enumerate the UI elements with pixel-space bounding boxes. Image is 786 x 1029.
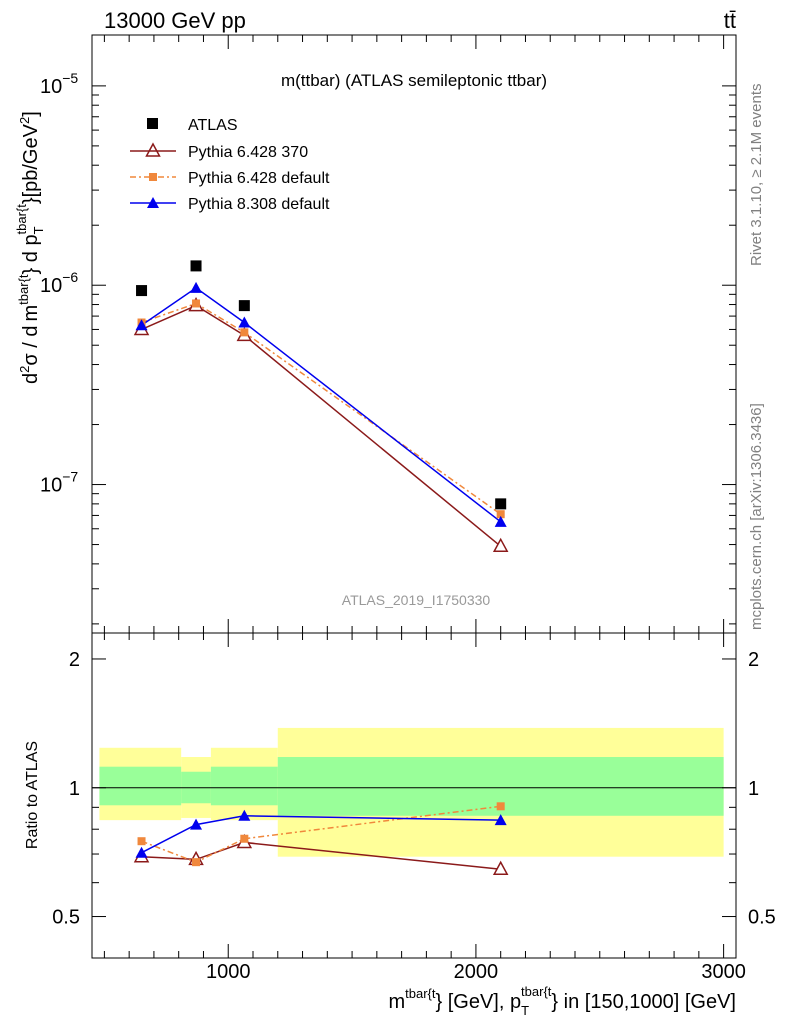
main-x-ticks — [103, 35, 725, 633]
legend-marker-p8-default — [147, 197, 159, 208]
ratio-band-layer — [92, 727, 736, 875]
legend-marker-p6-default — [149, 173, 157, 181]
main-point-p8-default — [238, 316, 251, 328]
ratio-y-axis-label: Ratio to ATLAS — [24, 741, 41, 849]
ratio-point-p8-default — [238, 809, 251, 821]
main-y-tick-label: 10−5 — [40, 70, 78, 98]
ratio-line-p6-default — [141, 805, 501, 863]
legend-label-p8-default: Pythia 8.308 default — [188, 196, 330, 213]
watermark: ATLAS_2019_I1750330 — [342, 592, 491, 608]
rivet-label: Rivet 3.1.10, ≥ 2.1M events — [748, 84, 765, 267]
main-band-layer — [133, 260, 509, 553]
x-axis-label: mtbar{t} [GeV], pTtbar{t} in [150,1000] … — [388, 984, 736, 1018]
ratio-x-tick-label: 2000 — [454, 961, 499, 983]
ratio-y-tick-label-right: 2 — [748, 649, 759, 671]
ratio-point-p6-default — [240, 834, 249, 843]
ratio-x-tick-label: 1000 — [206, 961, 251, 983]
ratio-point-p8-default — [190, 818, 203, 830]
main-point-atlas — [238, 300, 250, 312]
ratio-point-p6-default — [496, 802, 505, 811]
legend-marker-atlas — [147, 118, 158, 129]
ratio-panel: 0.5 0.5 1 1 2 2 1000 2000 3000 Ratio to ATLAS m… — [24, 632, 776, 1018]
legend-label-p6-default: Pythia 6.428 default — [188, 170, 330, 187]
main-point-p8-default — [135, 319, 148, 331]
ratio-band-inner — [210, 766, 278, 806]
main-y-tick-label: 10−7 — [40, 469, 78, 497]
ratio-band-inner — [99, 766, 182, 806]
ratio-point-p6-default — [137, 837, 146, 846]
legend: ATLAS Pythia 6.428 370 Pythia 6.428 defa… — [130, 117, 330, 213]
ratio-x-tick-label: 3000 — [701, 961, 746, 983]
ratio-y-axis: 0.5 0.5 1 1 2 2 — [52, 649, 776, 959]
ratio-point-p6-default — [192, 858, 201, 867]
main-point-p6-default — [496, 510, 505, 519]
ratio-y-tick-label: 1 — [69, 778, 80, 800]
main-point-atlas — [495, 498, 507, 510]
main-point-p8-default — [494, 515, 507, 527]
mcplots-label: mcplots.cern.ch [arXiv:1306.3436] — [748, 403, 765, 630]
main-point-p6-default — [192, 299, 201, 308]
header-left: 13000 GeV pp — [104, 8, 246, 33]
main-line-p6-default — [141, 302, 502, 515]
legend-label-p6-370: Pythia 6.428 370 — [188, 144, 308, 161]
chart-title: m(ttbar) (ATLAS semileptonic ttbar) — [281, 71, 547, 90]
main-point-p6-default — [240, 328, 249, 337]
main-y-axis: 10−7 10−6 10−5 — [40, 70, 736, 625]
main-point-p8-default — [190, 281, 203, 293]
header-right: tt̄ — [724, 8, 736, 33]
ratio-frame — [91, 632, 737, 959]
main-y-tick-label: 10−6 — [40, 269, 78, 297]
ratio-point-p8-default — [494, 814, 507, 826]
ratio-point-p6-370 — [492, 860, 509, 875]
main-y-axis-label: d2σ / dmtbar{t} d pTtbar{t}[pb/GeV2] — [14, 111, 46, 384]
main-line-p8-default — [141, 286, 502, 523]
legend-marker-p6-370 — [145, 142, 161, 157]
main-point-atlas — [136, 285, 148, 297]
ratio-y-tick-label: 0.5 — [52, 907, 80, 929]
main-panel: 10−7 10−6 10−5 m(ttbar) (ATLAS semileptoni… — [14, 34, 737, 634]
main-point-p6-370 — [492, 537, 509, 553]
ratio-y-tick-label-right: 1 — [748, 778, 759, 800]
ratio-point-p8-default — [135, 846, 148, 858]
main-point-atlas — [190, 260, 202, 272]
ratio-y-tick-label-right: 0.5 — [748, 907, 776, 929]
main-line-p6-370 — [141, 304, 502, 547]
ratio-x-axis: 1000 2000 3000 — [103, 633, 746, 983]
ratio-line-p8-default — [141, 815, 501, 854]
ratio-y-tick-label: 2 — [69, 649, 80, 671]
legend-label-atlas: ATLAS — [188, 117, 238, 134]
